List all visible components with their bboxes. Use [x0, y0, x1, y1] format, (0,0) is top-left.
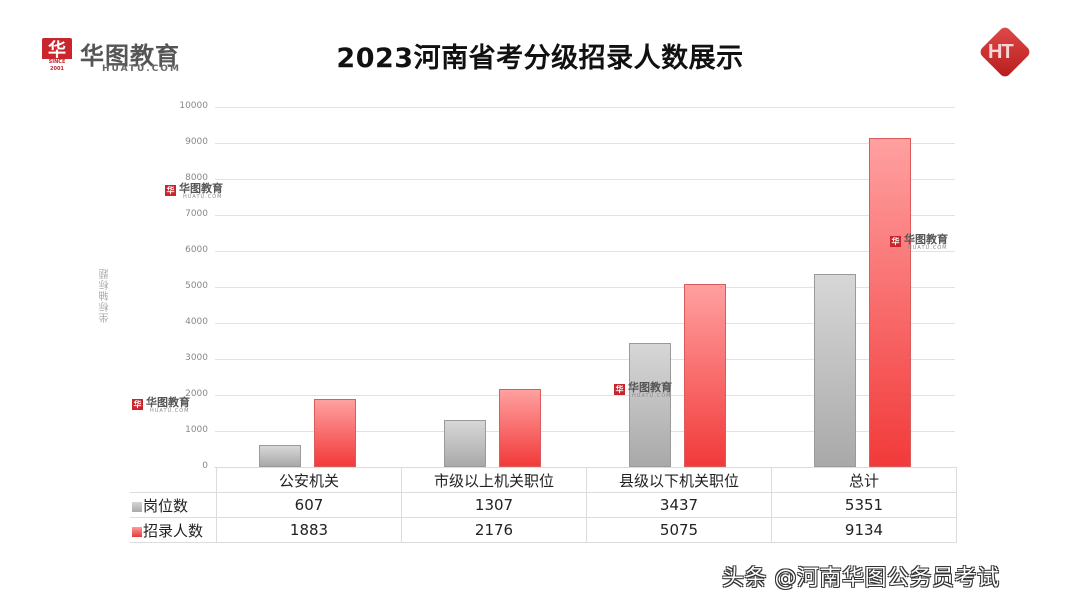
y-tick-label: 9000: [185, 137, 208, 147]
bar-recruits: [314, 399, 356, 467]
chart-title: 2023河南省考分级招录人数展示: [336, 43, 744, 74]
bar-recruits: [684, 284, 726, 467]
table-cell: 2176: [401, 517, 587, 543]
y-tick-label: 10000: [179, 101, 208, 111]
huatu-logo: 华 SINCE 2001 华图教育 HUATU.COM: [42, 38, 202, 78]
y-tick-label: 4000: [185, 317, 208, 327]
gridline: [215, 323, 955, 324]
table-cell: 5075: [586, 517, 772, 543]
table-row: 招录人数 1883 2176 5075 9134: [130, 517, 957, 543]
gridline: [215, 179, 955, 180]
category-header: 总计: [771, 467, 957, 493]
y-tick-label: 0: [202, 461, 208, 471]
bar-positions: [259, 445, 301, 467]
legend-swatch-gray: [132, 501, 142, 512]
table-cell: 3437: [586, 492, 772, 518]
bar-recruits: [499, 389, 541, 467]
watermark: 华华图教育 HUATU.COM: [614, 381, 672, 399]
huatu-badge-icon: 华 SINCE 2001: [42, 38, 72, 73]
gridline: [215, 287, 955, 288]
table-cell: 1307: [401, 492, 587, 518]
y-tick-label: 3000: [185, 353, 208, 363]
table-cell: 607: [216, 492, 402, 518]
bar-recruits: [869, 138, 911, 467]
table-cell: 1883: [216, 517, 402, 543]
watermark: 华华图教育 HUATU.COM: [165, 182, 223, 200]
y-tick-label: 5000: [185, 281, 208, 291]
y-tick-label: 1000: [185, 425, 208, 435]
y-tick-label: 8000: [185, 173, 208, 183]
logo-name-cn: 华图教育: [80, 42, 180, 70]
y-tick-label: 7000: [185, 209, 208, 219]
table-header-row: 公安机关 市级以上机关职位 县级以下机关职位 总计: [130, 467, 957, 493]
legend-entry-positions: 岗位数: [130, 492, 217, 518]
table-cell: 5351: [771, 492, 957, 518]
category-header: 公安机关: [216, 467, 402, 493]
watermark: 华华图教育 HUATU.COM: [890, 233, 948, 251]
category-header: 市级以上机关职位: [401, 467, 587, 493]
legend-swatch-red: [132, 526, 142, 537]
legend-entry-recruits: 招录人数: [130, 517, 217, 543]
category-header: 县级以下机关职位: [586, 467, 772, 493]
data-table: 公安机关 市级以上机关职位 县级以下机关职位 总计 岗位数 607 1307 3…: [130, 467, 957, 543]
gridline: [215, 395, 955, 396]
bar-positions: [629, 343, 671, 467]
y-axis-title: 坐标轴标题: [100, 268, 111, 323]
footer-attribution: 头条 @河南华图公务员考试: [722, 566, 1000, 591]
table-cell: 9134: [771, 517, 957, 543]
gridline: [215, 215, 955, 216]
gridline: [215, 431, 955, 432]
table-row: 岗位数 607 1307 3437 5351: [130, 492, 957, 518]
gridline: [215, 251, 955, 252]
gridline: [215, 107, 955, 108]
y-tick-label: 2000: [185, 389, 208, 399]
gridline: [215, 359, 955, 360]
gridline: [215, 143, 955, 144]
y-tick-label: 6000: [185, 245, 208, 255]
watermark: 华华图教育 HUATU.COM: [132, 396, 190, 414]
bar-positions: [814, 274, 856, 467]
bar-positions: [444, 420, 486, 467]
ht-logo-icon: HT: [978, 25, 1032, 81]
logo-name-en: HUATU.COM: [102, 64, 181, 74]
